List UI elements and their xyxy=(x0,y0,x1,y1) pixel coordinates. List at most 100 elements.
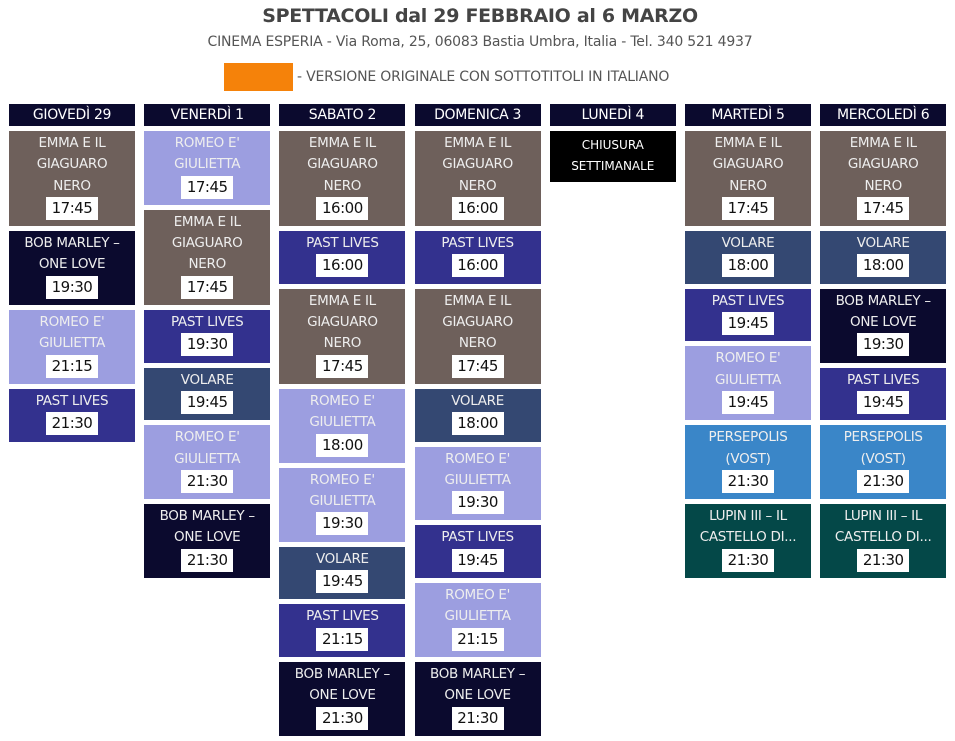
showtime[interactable]: 21:15 xyxy=(451,627,504,651)
showtime-card[interactable]: BOB MARLEY – ONE LOVE 21:30 xyxy=(414,661,541,736)
showtime-card[interactable]: VOLARE 19:45 xyxy=(279,546,406,600)
showtime-card[interactable]: PAST LIVES 16:00 xyxy=(279,231,406,284)
showtime-card[interactable]: PERSEPOLIS (VOST) 21:30 xyxy=(820,425,947,500)
showtime[interactable]: 21:15 xyxy=(316,627,369,651)
film-title-line: BOB MARLEY – xyxy=(429,665,526,682)
showtime[interactable]: 19:45 xyxy=(722,390,774,414)
showtime-card[interactable]: ROMEO E' GIULIETTA 19:45 xyxy=(685,346,811,421)
showtime[interactable]: 19:45 xyxy=(316,570,369,594)
film-title-line: NERO xyxy=(729,177,767,194)
showtime-card[interactable]: LUPIN III – IL CASTELLO DI... 21:30 xyxy=(685,504,811,579)
showtime[interactable]: 16:00 xyxy=(451,254,504,278)
showtime-card[interactable]: PAST LIVES 19:45 xyxy=(414,525,541,579)
showtime[interactable]: 21:30 xyxy=(181,548,234,572)
showtime-card[interactable]: EMMA E IL GIAGUARO NERO 17:45 xyxy=(279,288,406,384)
showtime[interactable]: 19:30 xyxy=(181,333,234,357)
showtime[interactable]: 21:15 xyxy=(46,354,98,378)
showtime-card[interactable]: EMMA E IL GIAGUARO NERO 16:00 xyxy=(279,131,406,227)
showtime[interactable]: 21:30 xyxy=(722,548,774,572)
showtime[interactable]: 17:45 xyxy=(857,196,910,220)
showtime-card[interactable]: PAST LIVES 19:45 xyxy=(820,367,947,421)
showtime-card[interactable]: ROMEO E' GIULIETTA 19:30 xyxy=(279,467,406,542)
showtime[interactable]: 19:45 xyxy=(722,312,774,336)
showtime-card[interactable]: EMMA E IL GIAGUARO NERO 16:00 xyxy=(414,131,541,227)
film-title-line: CASTELLO DI... xyxy=(834,529,932,546)
film-title-line: PAST LIVES xyxy=(306,235,379,252)
showtime-card[interactable]: EMMA E IL GIAGUARO NERO 17:45 xyxy=(685,131,811,227)
showtime[interactable]: 19:45 xyxy=(857,390,910,414)
showtime[interactable]: 18:00 xyxy=(857,254,910,278)
film-title-line: GIAGUARO xyxy=(307,156,378,173)
film-title-line: GIAGUARO xyxy=(307,314,378,331)
showtime[interactable]: 21:30 xyxy=(316,706,369,730)
showtime[interactable]: 19:45 xyxy=(181,390,234,414)
showtime[interactable]: 19:30 xyxy=(451,491,504,515)
film-title-line: (VOST) xyxy=(725,450,771,467)
showtime-card[interactable]: PERSEPOLIS (VOST) 21:30 xyxy=(685,425,811,500)
showtime-card[interactable]: EMMA E IL GIAGUARO NERO 17:45 xyxy=(820,131,947,227)
day-header: LUNEDÌ 4 xyxy=(549,104,676,126)
showtime-card[interactable]: BOB MARLEY – ONE LOVE 19:30 xyxy=(820,288,947,363)
film-title-line: LUPIN III – IL xyxy=(709,508,787,525)
showtime-card[interactable]: VOLARE 19:45 xyxy=(144,367,271,421)
showtime-card[interactable]: BOB MARLEY – ONE LOVE 19:30 xyxy=(9,231,135,306)
day-header: DOMENICA 3 xyxy=(414,104,541,126)
showtime[interactable]: 19:30 xyxy=(857,333,910,357)
showtime[interactable]: 17:45 xyxy=(46,196,98,220)
showtime[interactable]: 17:45 xyxy=(722,196,774,220)
film-title-line: GIULIETTA xyxy=(38,335,106,352)
showtime-card[interactable]: PAST LIVES 19:30 xyxy=(144,310,271,363)
showtime-card[interactable]: LUPIN III – IL CASTELLO DI... 21:30 xyxy=(820,504,947,579)
showtime[interactable]: 19:30 xyxy=(316,512,369,536)
film-title-line: VOLARE xyxy=(856,235,910,252)
showtime[interactable]: 18:00 xyxy=(451,412,504,436)
showtime[interactable]: 17:45 xyxy=(451,354,504,378)
showtime-card[interactable]: ROMEO E' GIULIETTA 21:15 xyxy=(414,583,541,657)
showtime-card[interactable]: BOB MARLEY – ONE LOVE 21:30 xyxy=(279,661,406,736)
showtime[interactable]: 16:00 xyxy=(316,254,369,278)
showtime-card[interactable]: PAST LIVES 21:30 xyxy=(9,388,135,442)
showtime[interactable]: 17:45 xyxy=(181,175,234,199)
showtime[interactable]: 17:45 xyxy=(316,354,369,378)
film-title-line: EMMA E IL xyxy=(849,135,917,151)
showtime-card[interactable]: PAST LIVES 16:00 xyxy=(414,231,541,284)
showtime[interactable]: 19:45 xyxy=(451,548,504,572)
film-title-line: GIAGUARO xyxy=(847,156,919,173)
day-header: VENERDÌ 1 xyxy=(144,104,271,126)
showtime[interactable]: 16:00 xyxy=(316,196,369,220)
showtime-card[interactable]: VOLARE 18:00 xyxy=(820,231,947,284)
showtime[interactable]: 18:00 xyxy=(316,433,369,457)
film-title-line: ROMEO E' xyxy=(174,135,240,151)
closed-notice: CHIUSURA SETTIMANALE xyxy=(549,131,676,182)
showtime[interactable]: 21:30 xyxy=(857,548,910,572)
showtime-card[interactable]: VOLARE 18:00 xyxy=(414,388,541,442)
showtime[interactable]: 21:30 xyxy=(451,706,504,730)
legend-swatch xyxy=(224,63,293,91)
showtime-card[interactable]: ROMEO E' GIULIETTA 18:00 xyxy=(279,388,406,463)
film-title-line: ROMEO E' xyxy=(39,314,105,331)
film-title-line: ONE LOVE xyxy=(850,314,917,331)
showtime[interactable]: 21:30 xyxy=(181,469,234,493)
showtime-card[interactable]: VOLARE 18:00 xyxy=(685,231,811,284)
showtime-card[interactable]: PAST LIVES 21:15 xyxy=(279,604,406,657)
film-title-line: GIAGUARO xyxy=(36,156,108,173)
showtime[interactable]: 17:45 xyxy=(181,275,234,299)
showtime[interactable]: 21:30 xyxy=(722,469,774,493)
showtime-card[interactable]: EMMA E IL GIAGUARO NERO 17:45 xyxy=(9,131,135,227)
showtime-card[interactable]: ROMEO E' GIULIETTA 21:15 xyxy=(9,310,135,384)
film-title-line: EMMA E IL xyxy=(444,292,512,309)
showtime[interactable]: 21:30 xyxy=(857,469,910,493)
showtime-card[interactable]: ROMEO E' GIULIETTA 19:30 xyxy=(414,446,541,521)
showtime[interactable]: 18:00 xyxy=(722,254,774,278)
showtime-card[interactable]: EMMA E IL GIAGUARO NERO 17:45 xyxy=(414,288,541,384)
showtime-card[interactable]: EMMA E IL GIAGUARO NERO 17:45 xyxy=(144,209,271,306)
showtime-card[interactable]: ROMEO E' GIULIETTA 17:45 xyxy=(144,131,271,205)
film-title-line: EMMA E IL xyxy=(714,135,782,151)
showtime[interactable]: 19:30 xyxy=(46,275,98,299)
showtime[interactable]: 21:30 xyxy=(46,412,98,436)
film-title-line: NERO xyxy=(188,256,226,273)
showtime-card[interactable]: ROMEO E' GIULIETTA 21:30 xyxy=(144,425,271,500)
showtime[interactable]: 16:00 xyxy=(451,196,504,220)
showtime-card[interactable]: BOB MARLEY – ONE LOVE 21:30 xyxy=(144,504,271,579)
showtime-card[interactable]: PAST LIVES 19:45 xyxy=(685,288,811,342)
